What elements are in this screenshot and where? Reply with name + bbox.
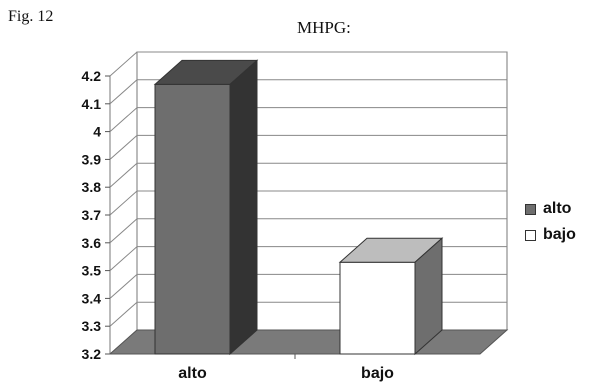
legend: alto bajo bbox=[525, 196, 576, 248]
y-tick-label: 3.9 bbox=[82, 151, 102, 167]
gridline bbox=[109, 134, 507, 160]
y-tick-label: 4 bbox=[93, 124, 101, 140]
y-tick-label: 3.7 bbox=[82, 207, 102, 223]
gridline bbox=[109, 190, 507, 216]
bar-bajo bbox=[339, 261, 416, 355]
y-tick-label: 3.8 bbox=[82, 179, 102, 195]
legend-label-alto: alto bbox=[543, 200, 572, 217]
chart-title: MHPG: bbox=[297, 18, 351, 37]
legend-swatch-alto bbox=[525, 203, 536, 215]
y-tick-label: 3.5 bbox=[82, 263, 102, 279]
x-tick-label: alto bbox=[178, 365, 207, 382]
bar-side-bajo bbox=[414, 237, 443, 356]
legend-swatch-bajo bbox=[525, 229, 536, 241]
figure-label: Fig. 12 bbox=[8, 8, 54, 25]
y-tick-label: 3.2 bbox=[82, 346, 102, 362]
y-tick-label: 3.6 bbox=[82, 235, 102, 251]
x-tick-label: bajo bbox=[361, 365, 394, 382]
y-axis-ticks: 3.2 3.3 3.4 3.5 3.6 3.7 3.8 3.9 4 4.1 4.2 bbox=[82, 68, 110, 362]
y-tick-label: 4.1 bbox=[82, 96, 102, 112]
y-tick-label: 4.2 bbox=[82, 68, 102, 84]
gridline bbox=[109, 107, 507, 132]
legend-item-alto: alto bbox=[525, 196, 576, 222]
bar-side-alto bbox=[229, 59, 258, 356]
gridline bbox=[109, 51, 507, 77]
y-tick-label: 3.3 bbox=[82, 318, 102, 334]
y-tick-label: 3.4 bbox=[82, 290, 102, 306]
legend-label-bajo: bajo bbox=[543, 226, 576, 243]
gridline bbox=[109, 218, 507, 244]
gridline bbox=[109, 79, 507, 105]
legend-item-bajo: bajo bbox=[525, 222, 576, 248]
x-axis-labels: alto bajo bbox=[178, 354, 394, 382]
bars bbox=[153, 59, 444, 356]
gridline bbox=[109, 162, 507, 188]
bar-alto bbox=[154, 83, 231, 355]
